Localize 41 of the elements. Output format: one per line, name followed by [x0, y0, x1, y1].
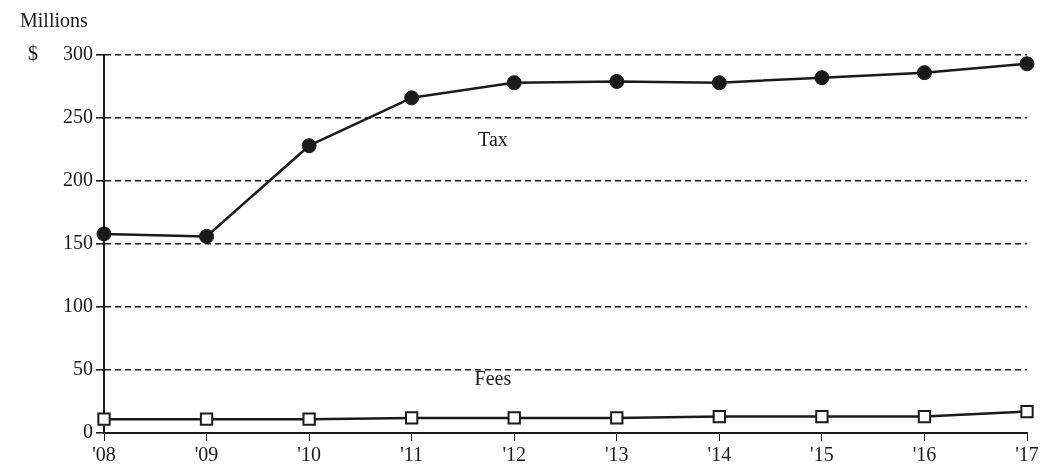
point: [916, 65, 932, 81]
point: [404, 90, 420, 106]
point: [711, 75, 727, 91]
x-tick-label: '09: [194, 443, 219, 466]
point: [1019, 56, 1035, 72]
y-tick-label: 200: [63, 168, 93, 191]
point: [1020, 404, 1034, 419]
point: [917, 409, 932, 424]
x-tick-label: '17: [1015, 443, 1039, 466]
point: [301, 138, 317, 154]
point: [302, 412, 316, 426]
x-tick-label: '10: [297, 443, 321, 466]
y-tick-label: 100: [63, 294, 93, 317]
point: [609, 73, 625, 89]
y-tick-label: 250: [63, 105, 93, 128]
x-tick-label: '16: [912, 443, 937, 466]
x-tick-label: '14: [707, 443, 732, 466]
point: [97, 412, 111, 426]
point: [814, 70, 830, 86]
y-tick-label: 150: [63, 231, 93, 254]
y-tick-label: 50: [73, 357, 93, 380]
x-tick-label: '15: [810, 443, 834, 466]
point: [405, 411, 419, 425]
y-tick-label: 300: [63, 42, 93, 65]
series-label: Tax: [478, 127, 508, 150]
point: [199, 412, 214, 426]
x-tick-label: '12: [502, 443, 527, 466]
x-tick-label: '08: [92, 443, 116, 466]
point: [506, 75, 522, 91]
y-axis-title: Millions: [20, 9, 89, 32]
y-tick-label: 0: [83, 420, 93, 443]
point: [96, 226, 112, 242]
x-tick-label: '11: [400, 443, 424, 466]
point: [610, 411, 624, 425]
point: [199, 228, 215, 244]
point: [507, 411, 521, 425]
text: $: [28, 42, 38, 65]
series-label: Fees: [474, 367, 512, 390]
x-tick-label: '13: [604, 443, 629, 466]
point: [815, 409, 829, 424]
point: [712, 409, 726, 424]
